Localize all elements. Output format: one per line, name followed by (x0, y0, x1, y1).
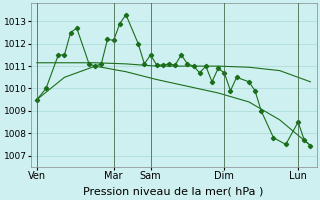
X-axis label: Pression niveau de la mer( hPa ): Pression niveau de la mer( hPa ) (84, 187, 264, 197)
